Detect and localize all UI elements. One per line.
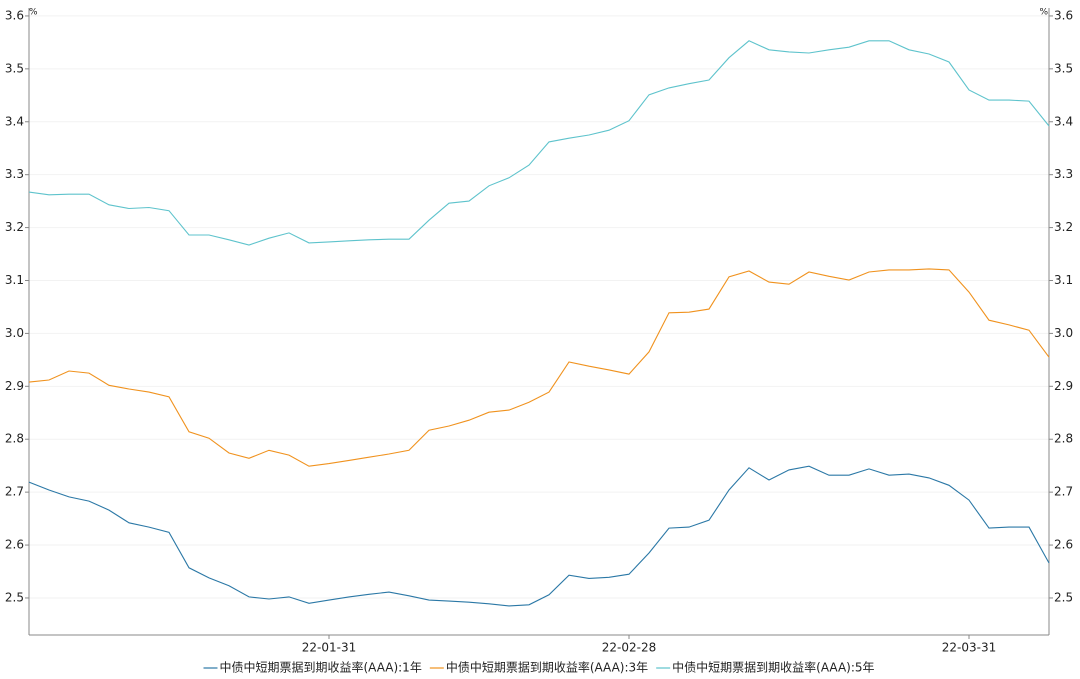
legend-label: 中债中短期票据到期收益率(AAA):1年 [219,660,421,675]
y-tick-label: 3.2 [5,220,24,234]
series-line [28,268,1050,467]
legend: 中债中短期票据到期收益率(AAA):1年 中债中短期票据到期收益率(AAA):3年… [203,660,875,675]
y2-tick-label: 2.8 [1054,432,1073,446]
y2-tick-label: 3.4 [1054,114,1073,128]
y2-tick-label: 3.2 [1054,220,1073,234]
y2-tick-label: 2.6 [1054,538,1073,552]
x-tick-label: 22-01-31 [302,641,356,655]
y2-tick-label: 2.7 [1054,485,1073,499]
y-tick-label: 3.6 [5,8,24,22]
y-tick-label: 3.0 [5,326,24,340]
y2-tick-label: 3.0 [1054,326,1073,340]
y2-tick-label: 3.5 [1054,61,1073,75]
y2-tick-label: 3.1 [1054,273,1073,287]
series-line [28,40,1050,246]
legend-label: 中债中短期票据到期收益率(AAA):3年 [446,660,648,675]
y-tick-label: 2.7 [5,485,24,499]
y2-tick-label: 3.3 [1054,167,1073,181]
y-unit: % [29,8,38,18]
x-tick-label: 22-03-31 [942,641,996,655]
y-tick-label: 2.9 [5,379,24,393]
y-tick-label: 2.8 [5,432,24,446]
legend-label: 中债中短期票据到期收益率(AAA):5年 [672,660,874,675]
y-tick-label: 3.3 [5,167,24,181]
y-tick-label: 2.6 [5,538,24,552]
y-tick-label: 2.5 [5,590,24,604]
series-line [28,465,1050,607]
y2-tick-label: 2.9 [1054,379,1073,393]
y2-tick-label: 2.5 [1054,590,1073,604]
x-tick-label: 22-02-28 [602,641,656,655]
y-tick-label: 3.4 [5,114,24,128]
y2-unit: % [1039,8,1048,18]
y-tick-label: 3.1 [5,273,24,287]
y2-tick-label: 3.6 [1054,8,1073,22]
y-tick-label: 3.5 [5,61,24,75]
